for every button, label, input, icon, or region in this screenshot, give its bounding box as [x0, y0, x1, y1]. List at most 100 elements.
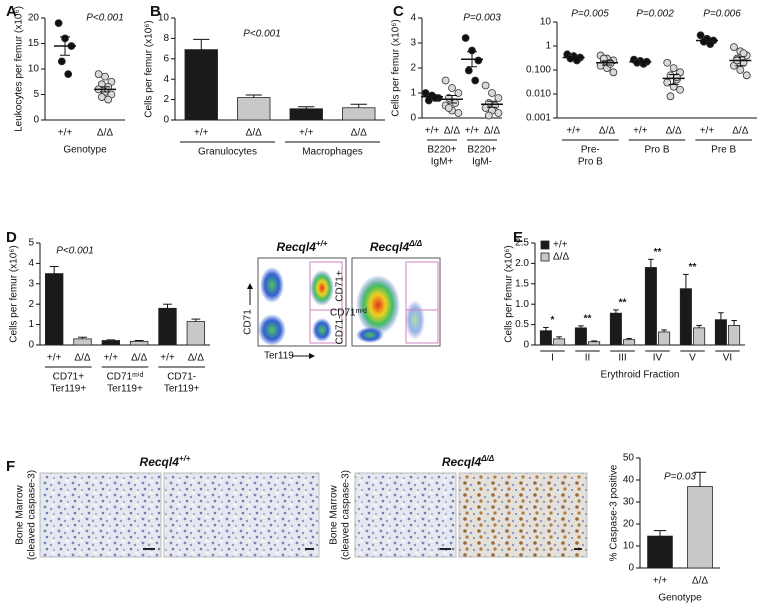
bar: [237, 97, 271, 121]
bar: [574, 327, 587, 346]
histology-image: [39, 472, 162, 558]
bar: [609, 312, 622, 346]
y-tick-label: 30: [623, 497, 635, 508]
y-tick-label: 20: [623, 519, 635, 530]
y-tick-label: 0.5: [515, 319, 529, 330]
histology-title: Recql4Δ/Δ: [442, 454, 495, 470]
data-point: [699, 37, 708, 46]
data-point: [97, 93, 106, 101]
bar: [644, 267, 657, 346]
bar: [687, 486, 713, 569]
data-point: [64, 70, 73, 78]
y-tick-label: 0: [28, 340, 34, 351]
panel-label: B: [150, 3, 161, 20]
x-tick-label: Δ/Δ: [74, 353, 90, 364]
y-tick-label: 8: [163, 33, 169, 44]
data-point: [471, 76, 480, 85]
data-point: [706, 40, 715, 48]
data-point: [663, 58, 672, 67]
panel-label: C: [393, 3, 404, 20]
flow-cluster: [356, 275, 400, 335]
x-tick-label: +/+: [566, 126, 581, 137]
y-tick-label: 1: [410, 88, 416, 99]
data-point: [444, 104, 453, 112]
y-axis-label: % Caspase-3 positive: [609, 464, 620, 561]
data-point: [669, 64, 678, 72]
x-tick-label: V: [689, 353, 696, 364]
annotation: P<0.001: [86, 13, 124, 24]
data-point: [454, 89, 463, 97]
y-tick-label: 1: [545, 41, 551, 52]
x-tick-label: Δ/Δ: [444, 126, 460, 137]
flow-cluster: [405, 300, 425, 340]
data-point: [474, 56, 483, 65]
y-tick-label: 3: [28, 278, 34, 289]
group-label: Pre-: [581, 145, 600, 156]
histology-image: [458, 472, 588, 558]
x-tick-label: +/+: [299, 128, 314, 139]
x-tick-label: Δ/Δ: [188, 353, 204, 364]
data-point: [666, 92, 675, 101]
group-label: Ter119+: [107, 384, 143, 395]
flow-cluster: [312, 318, 332, 342]
flow-cluster: [258, 314, 286, 346]
y-tick-label: 3: [410, 38, 416, 49]
data-point: [742, 71, 751, 80]
bar: [342, 107, 376, 121]
y-tick-label: 10: [28, 64, 40, 75]
arrow-head: [309, 353, 315, 359]
flow-plot: [351, 257, 441, 347]
y-axis-label: Cells per femur (x10⁶): [391, 19, 402, 116]
annotation: P<0.001: [56, 246, 94, 257]
x-tick-label: +/+: [653, 576, 668, 587]
gate: [309, 309, 343, 344]
flow-cluster: [260, 267, 284, 303]
bar: [129, 340, 149, 346]
x-tick-label: Δ/Δ: [131, 353, 147, 364]
group-label: CD71ᵐⁱᵈ: [107, 372, 144, 383]
histology-image: [354, 472, 457, 558]
y-tick-label: 2: [28, 299, 34, 310]
flow-title: Recql4Δ/Δ: [370, 239, 423, 255]
x-tick-label: +/+: [160, 353, 175, 364]
y-tick-label: 20: [28, 13, 40, 24]
data-point: [57, 57, 66, 66]
data-point: [730, 43, 738, 51]
y-tick-label: 1.0: [515, 299, 529, 310]
bar: [588, 341, 601, 346]
data-point: [424, 96, 433, 105]
flow-cluster: [356, 327, 384, 343]
panel-label: A: [6, 3, 17, 20]
stain-label: (cleaved caspase-3): [27, 470, 38, 560]
bar: [553, 338, 566, 346]
histology-title: Recql4+/+: [140, 454, 191, 470]
group-label: B220+: [467, 145, 496, 156]
x-tick-label: +/+: [58, 128, 73, 139]
gate-label: CD71ᵐⁱᵈ: [330, 308, 367, 319]
y-tick-label: 4: [410, 13, 416, 24]
bar: [693, 327, 706, 346]
flow-x-label: Ter119: [264, 351, 294, 362]
legend-label: +/+: [553, 240, 568, 251]
genotype: +/+: [316, 239, 328, 248]
y-tick-label: 5: [33, 89, 39, 100]
panel-label: E: [513, 229, 523, 246]
y-tick-label: 2.0: [515, 258, 529, 269]
x-tick-label: Δ/Δ: [666, 126, 682, 137]
stain-label: Bone Marrow: [329, 484, 340, 544]
genotype: Δ/Δ: [480, 454, 495, 463]
y-tick-label: 50: [623, 453, 635, 464]
x-tick-label: Δ/Δ: [599, 126, 615, 137]
y-axis-label: Leukocytes per femur (x10⁶): [14, 6, 25, 132]
gene: Recql4: [277, 240, 317, 254]
x-tick-label: +/+: [633, 126, 648, 137]
annotation: P=0.005: [571, 9, 609, 20]
x-tick-label: IV: [653, 353, 663, 364]
bar: [158, 307, 177, 346]
bar: [289, 108, 323, 121]
x-tick-label: I: [551, 353, 554, 364]
y-tick-label: 4: [28, 258, 34, 269]
x-axis-label: Genotype: [658, 593, 702, 604]
data-point: [448, 84, 456, 92]
bar: [728, 325, 741, 346]
